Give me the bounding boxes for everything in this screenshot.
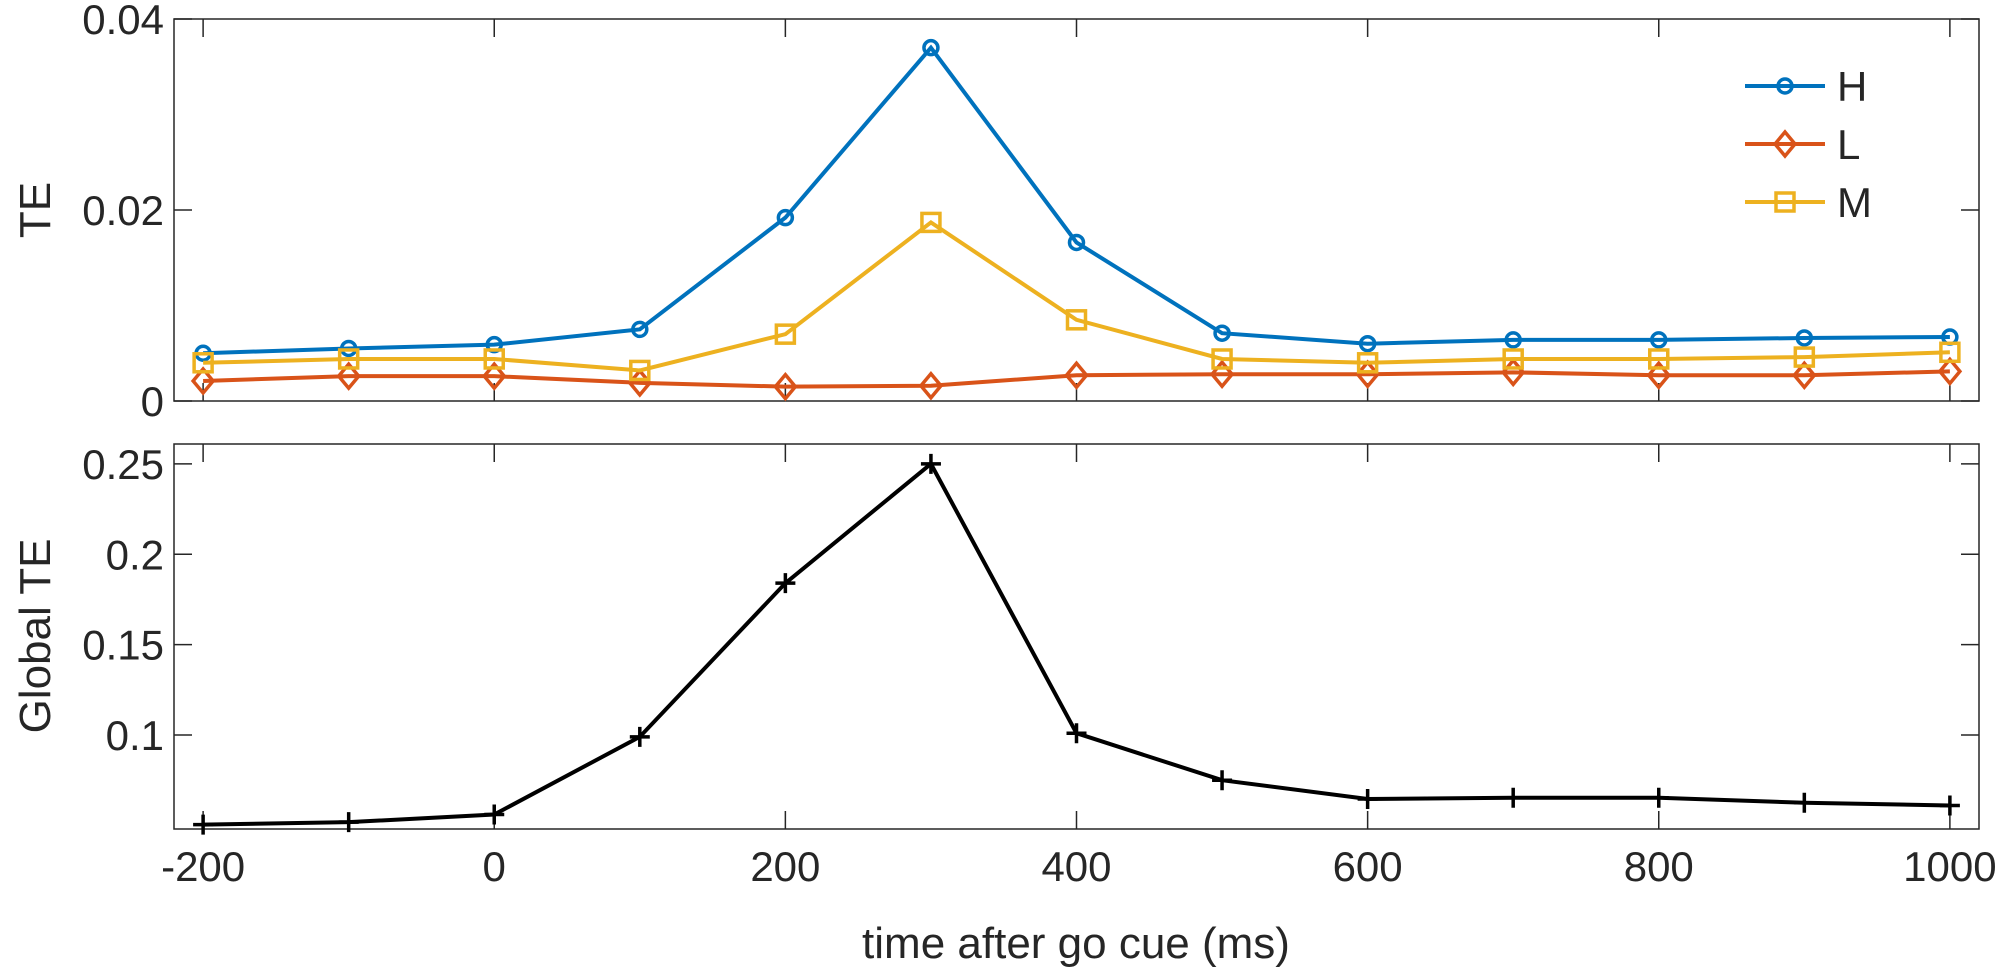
x-tick-label: -200 (161, 843, 245, 890)
data-point (484, 804, 505, 825)
series-line-L (203, 369, 1950, 389)
x-tick-label: 1000 (1903, 843, 1996, 890)
data-point (775, 573, 796, 594)
data-point (1503, 787, 1524, 808)
data-point (631, 320, 649, 339)
x-tick-label: 0 (483, 843, 506, 890)
data-point (1504, 331, 1522, 349)
y-tick-label: 0.15 (82, 622, 164, 669)
data-point (1648, 787, 1669, 808)
legend-item-M: M (1745, 179, 1872, 226)
data-point (1212, 770, 1233, 791)
data-point (773, 371, 798, 402)
data-point (1776, 77, 1794, 95)
axes-frame (173, 18, 1980, 402)
data-point (1939, 341, 1961, 364)
axes-frame (173, 443, 1980, 830)
data-point (774, 323, 797, 345)
data-point (1794, 792, 1815, 813)
data-point (1646, 360, 1672, 390)
top-axes: 0 0.02 0.04 HLM (82, 0, 1980, 425)
data-point (1066, 723, 1087, 744)
legend-label: H (1837, 63, 1867, 110)
bottom-ylabel: Global TE (11, 539, 60, 734)
data-point (483, 348, 505, 370)
top-ylabel: TE (11, 182, 60, 238)
data-point (1211, 348, 1233, 370)
data-point (1065, 309, 1088, 331)
data-point (1064, 360, 1089, 390)
data-point (1939, 795, 1960, 816)
data-point (190, 366, 216, 396)
y-tick-label: 0.25 (82, 441, 164, 488)
y-tick-label: 0 (141, 378, 164, 425)
x-tick-label: 200 (750, 843, 820, 890)
data-point (922, 38, 940, 57)
data-point (336, 361, 361, 391)
data-point (1209, 359, 1235, 389)
data-point (1502, 348, 1524, 370)
data-point (1357, 788, 1378, 809)
data-point (920, 453, 941, 474)
bottom-axes: 0.1 0.15 0.2 0.25 -200 0 200 400 600 800 1000 (82, 441, 1996, 890)
data-point (338, 812, 359, 833)
data-point (1795, 329, 1814, 347)
data-point (1772, 129, 1798, 159)
data-point (193, 814, 214, 835)
data-point (918, 370, 944, 401)
data-point (1356, 352, 1379, 374)
data-point (629, 726, 650, 747)
series-line-Global-TE (203, 460, 1950, 827)
data-point (629, 359, 651, 382)
data-point (192, 352, 214, 374)
data-point (1358, 334, 1377, 353)
data-point (920, 211, 942, 234)
data-point (481, 361, 507, 391)
y-tick-label: 0.04 (82, 0, 164, 43)
y-tick-label: 0.1 (106, 712, 164, 759)
legend-label: M (1837, 179, 1872, 226)
legend-item-H: H (1745, 63, 1867, 110)
data-point (1650, 331, 1668, 349)
x-axis-label: time after go cue (ms) (862, 919, 1290, 968)
x-tick-label: 400 (1041, 843, 1111, 890)
series-line-H (203, 44, 1950, 356)
data-point (1937, 356, 1963, 387)
series-line-M (203, 219, 1950, 373)
data-point (1648, 348, 1670, 370)
y-tick-label: 0.02 (82, 187, 164, 234)
data-point (776, 208, 795, 227)
data-point (1792, 360, 1817, 390)
legend-item-L: L (1745, 121, 1860, 168)
data-point (337, 348, 360, 370)
x-tick-label: 800 (1624, 843, 1694, 890)
data-point (1067, 233, 1086, 252)
legend-label: L (1837, 121, 1860, 168)
data-point (1213, 324, 1231, 342)
x-tick-label: 600 (1333, 843, 1403, 890)
data-point (1793, 346, 1816, 368)
y-tick-label: 0.2 (106, 531, 164, 578)
data-point (1774, 191, 1796, 213)
